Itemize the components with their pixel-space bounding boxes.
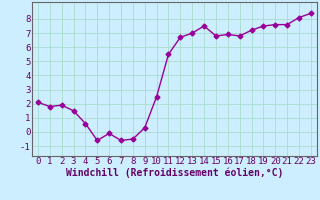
X-axis label: Windchill (Refroidissement éolien,°C): Windchill (Refroidissement éolien,°C): [66, 168, 283, 178]
